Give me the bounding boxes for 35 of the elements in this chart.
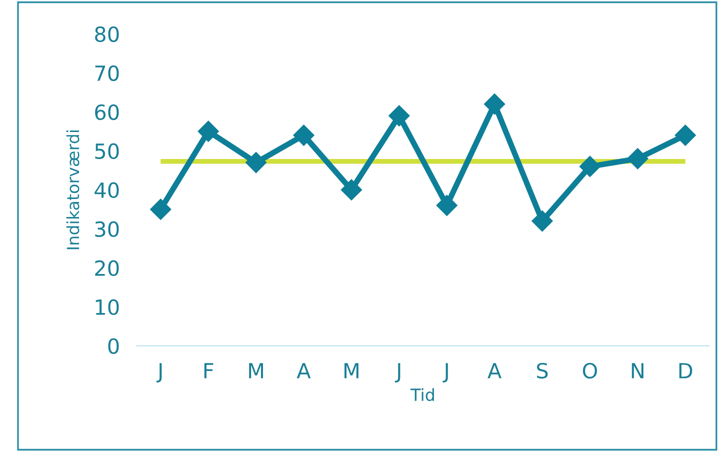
y-tick-label: 0 xyxy=(108,338,119,354)
x-tick-label: A xyxy=(296,363,311,378)
y-tick-label: 10 xyxy=(96,299,119,316)
y-tick-label: 60 xyxy=(95,104,119,120)
point xyxy=(579,156,600,177)
point xyxy=(150,198,172,220)
x-tick-label: M xyxy=(344,363,358,378)
y-tick-label: 70 xyxy=(95,65,119,82)
point xyxy=(484,94,506,115)
x-tick-label: D xyxy=(679,363,692,378)
x-tick-label: A xyxy=(488,363,502,378)
x-tick-label: J xyxy=(395,363,400,382)
point xyxy=(627,148,648,170)
x-tick-label: F xyxy=(204,363,214,378)
y-tick-label: 20 xyxy=(95,260,119,276)
y-tick-label: 80 xyxy=(95,26,119,42)
point xyxy=(246,152,267,174)
point xyxy=(388,105,410,126)
x-tick-label: S xyxy=(537,362,548,379)
y-axis-title: Indikatorværdi xyxy=(66,130,80,250)
y-tick-label: 30 xyxy=(95,221,119,238)
y-tick-label: 50 xyxy=(95,143,119,160)
x-tick-label: J xyxy=(442,363,448,382)
x-tick-label: N xyxy=(632,363,644,378)
point xyxy=(293,124,314,146)
point xyxy=(674,124,696,146)
y-tick-label: 40 xyxy=(94,182,119,198)
point xyxy=(436,194,458,216)
point xyxy=(340,179,362,200)
x-tick-label: M xyxy=(249,363,264,378)
x-tick-label: O xyxy=(582,362,597,379)
x-axis-title: Tid xyxy=(410,388,434,402)
point xyxy=(198,120,219,142)
x-tick-label: J xyxy=(156,363,162,382)
point xyxy=(532,210,553,232)
